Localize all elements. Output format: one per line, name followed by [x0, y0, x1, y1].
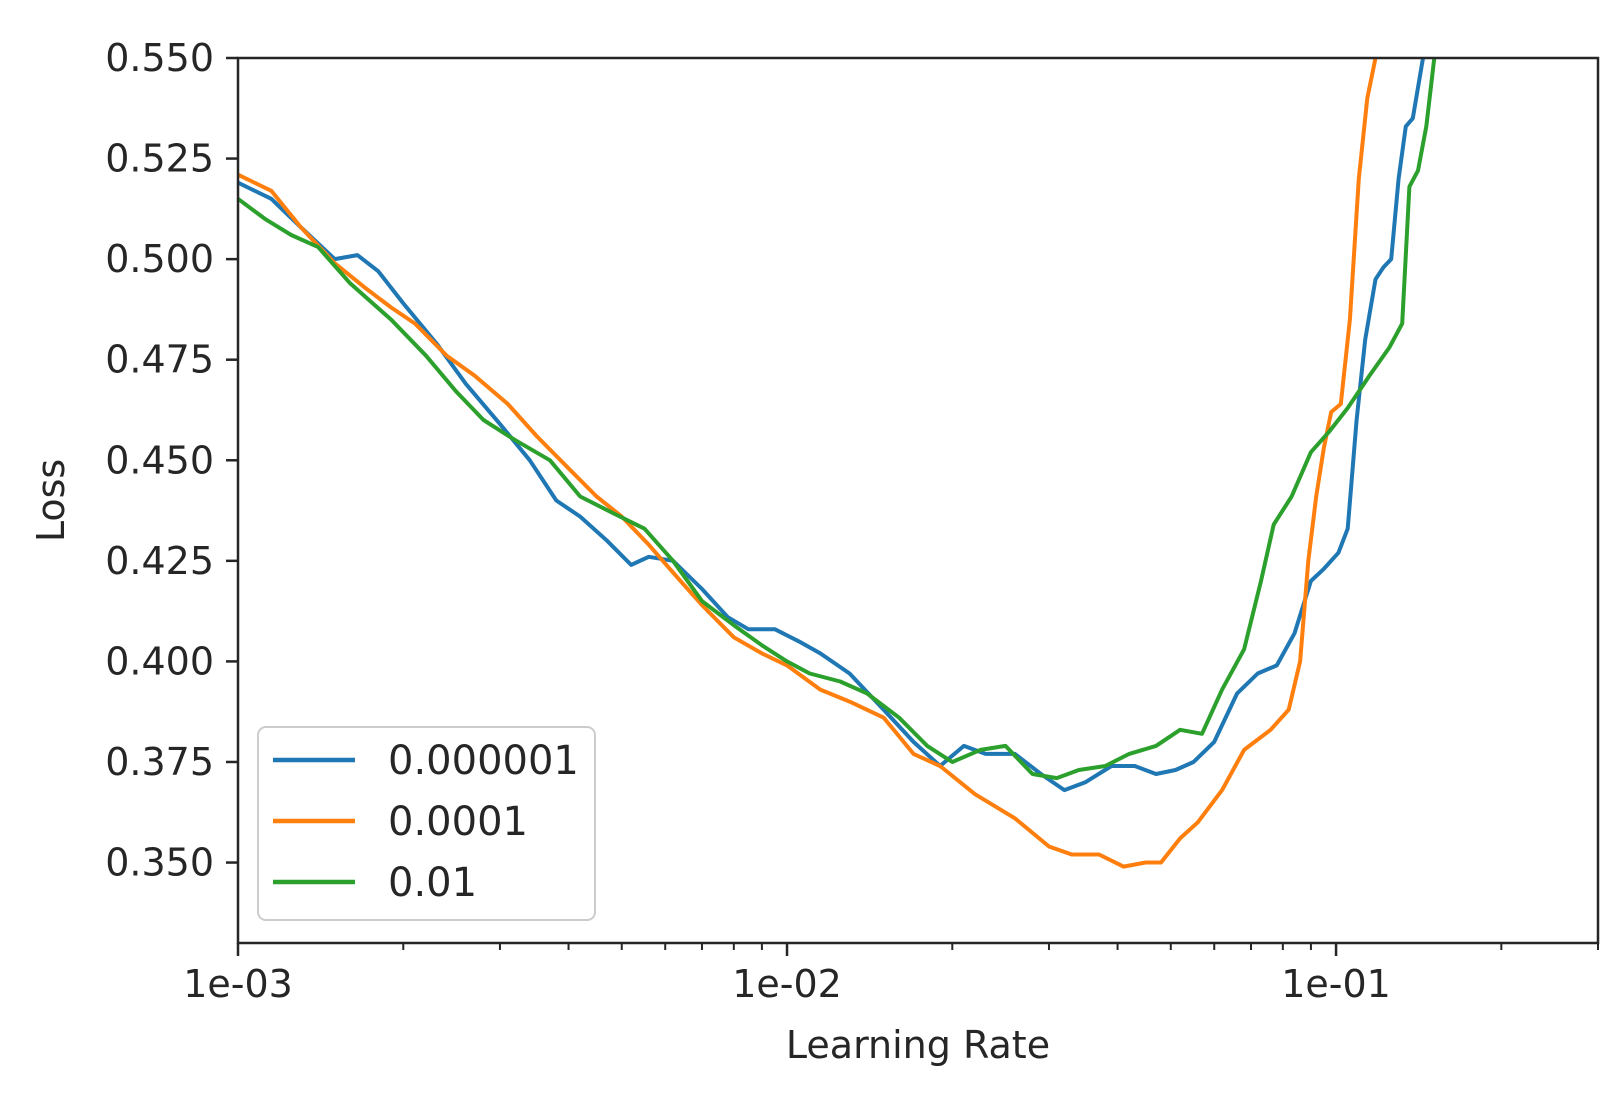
- series-line-1: [238, 58, 1425, 793]
- y-tick-label: 0.350: [105, 841, 214, 885]
- legend: 0.000001 0.0001 0.01: [257, 726, 596, 921]
- y-tick-label: 0.375: [105, 740, 214, 784]
- legend-box: [257, 726, 596, 921]
- y-tick-label: 0.425: [105, 539, 214, 583]
- x-tick-label: 1e-02: [732, 962, 842, 1006]
- legend-label-3: 0.01: [388, 860, 477, 906]
- legend-label-2: 0.0001: [388, 799, 528, 845]
- plot-frame: [236, 56, 1600, 945]
- y-tick-label: 0.525: [105, 137, 214, 181]
- x-tick-label: 1e-01: [1281, 962, 1391, 1006]
- x-axis: 1e-03 1e-02 1e-01: [183, 943, 1599, 1006]
- x-tick-label: 1e-03: [183, 962, 293, 1006]
- y-tick-label: 0.500: [105, 237, 214, 281]
- y-tick-label: 0.400: [105, 639, 214, 683]
- y-axis: 0.350 0.375 0.400 0.425 0.450 0.475 0.500 0.525…: [105, 36, 238, 885]
- y-axis-label: Loss: [29, 459, 73, 542]
- series-layer: [238, 58, 1437, 869]
- series-line-2: [238, 58, 1378, 869]
- legend-label-1: 0.000001: [388, 738, 579, 784]
- y-tick-label: 0.475: [105, 338, 214, 382]
- x-axis-label: Learning Rate: [786, 1023, 1050, 1067]
- y-tick-label: 0.450: [105, 438, 214, 482]
- series-line-3: [238, 58, 1437, 781]
- y-tick-label: 0.550: [105, 36, 214, 80]
